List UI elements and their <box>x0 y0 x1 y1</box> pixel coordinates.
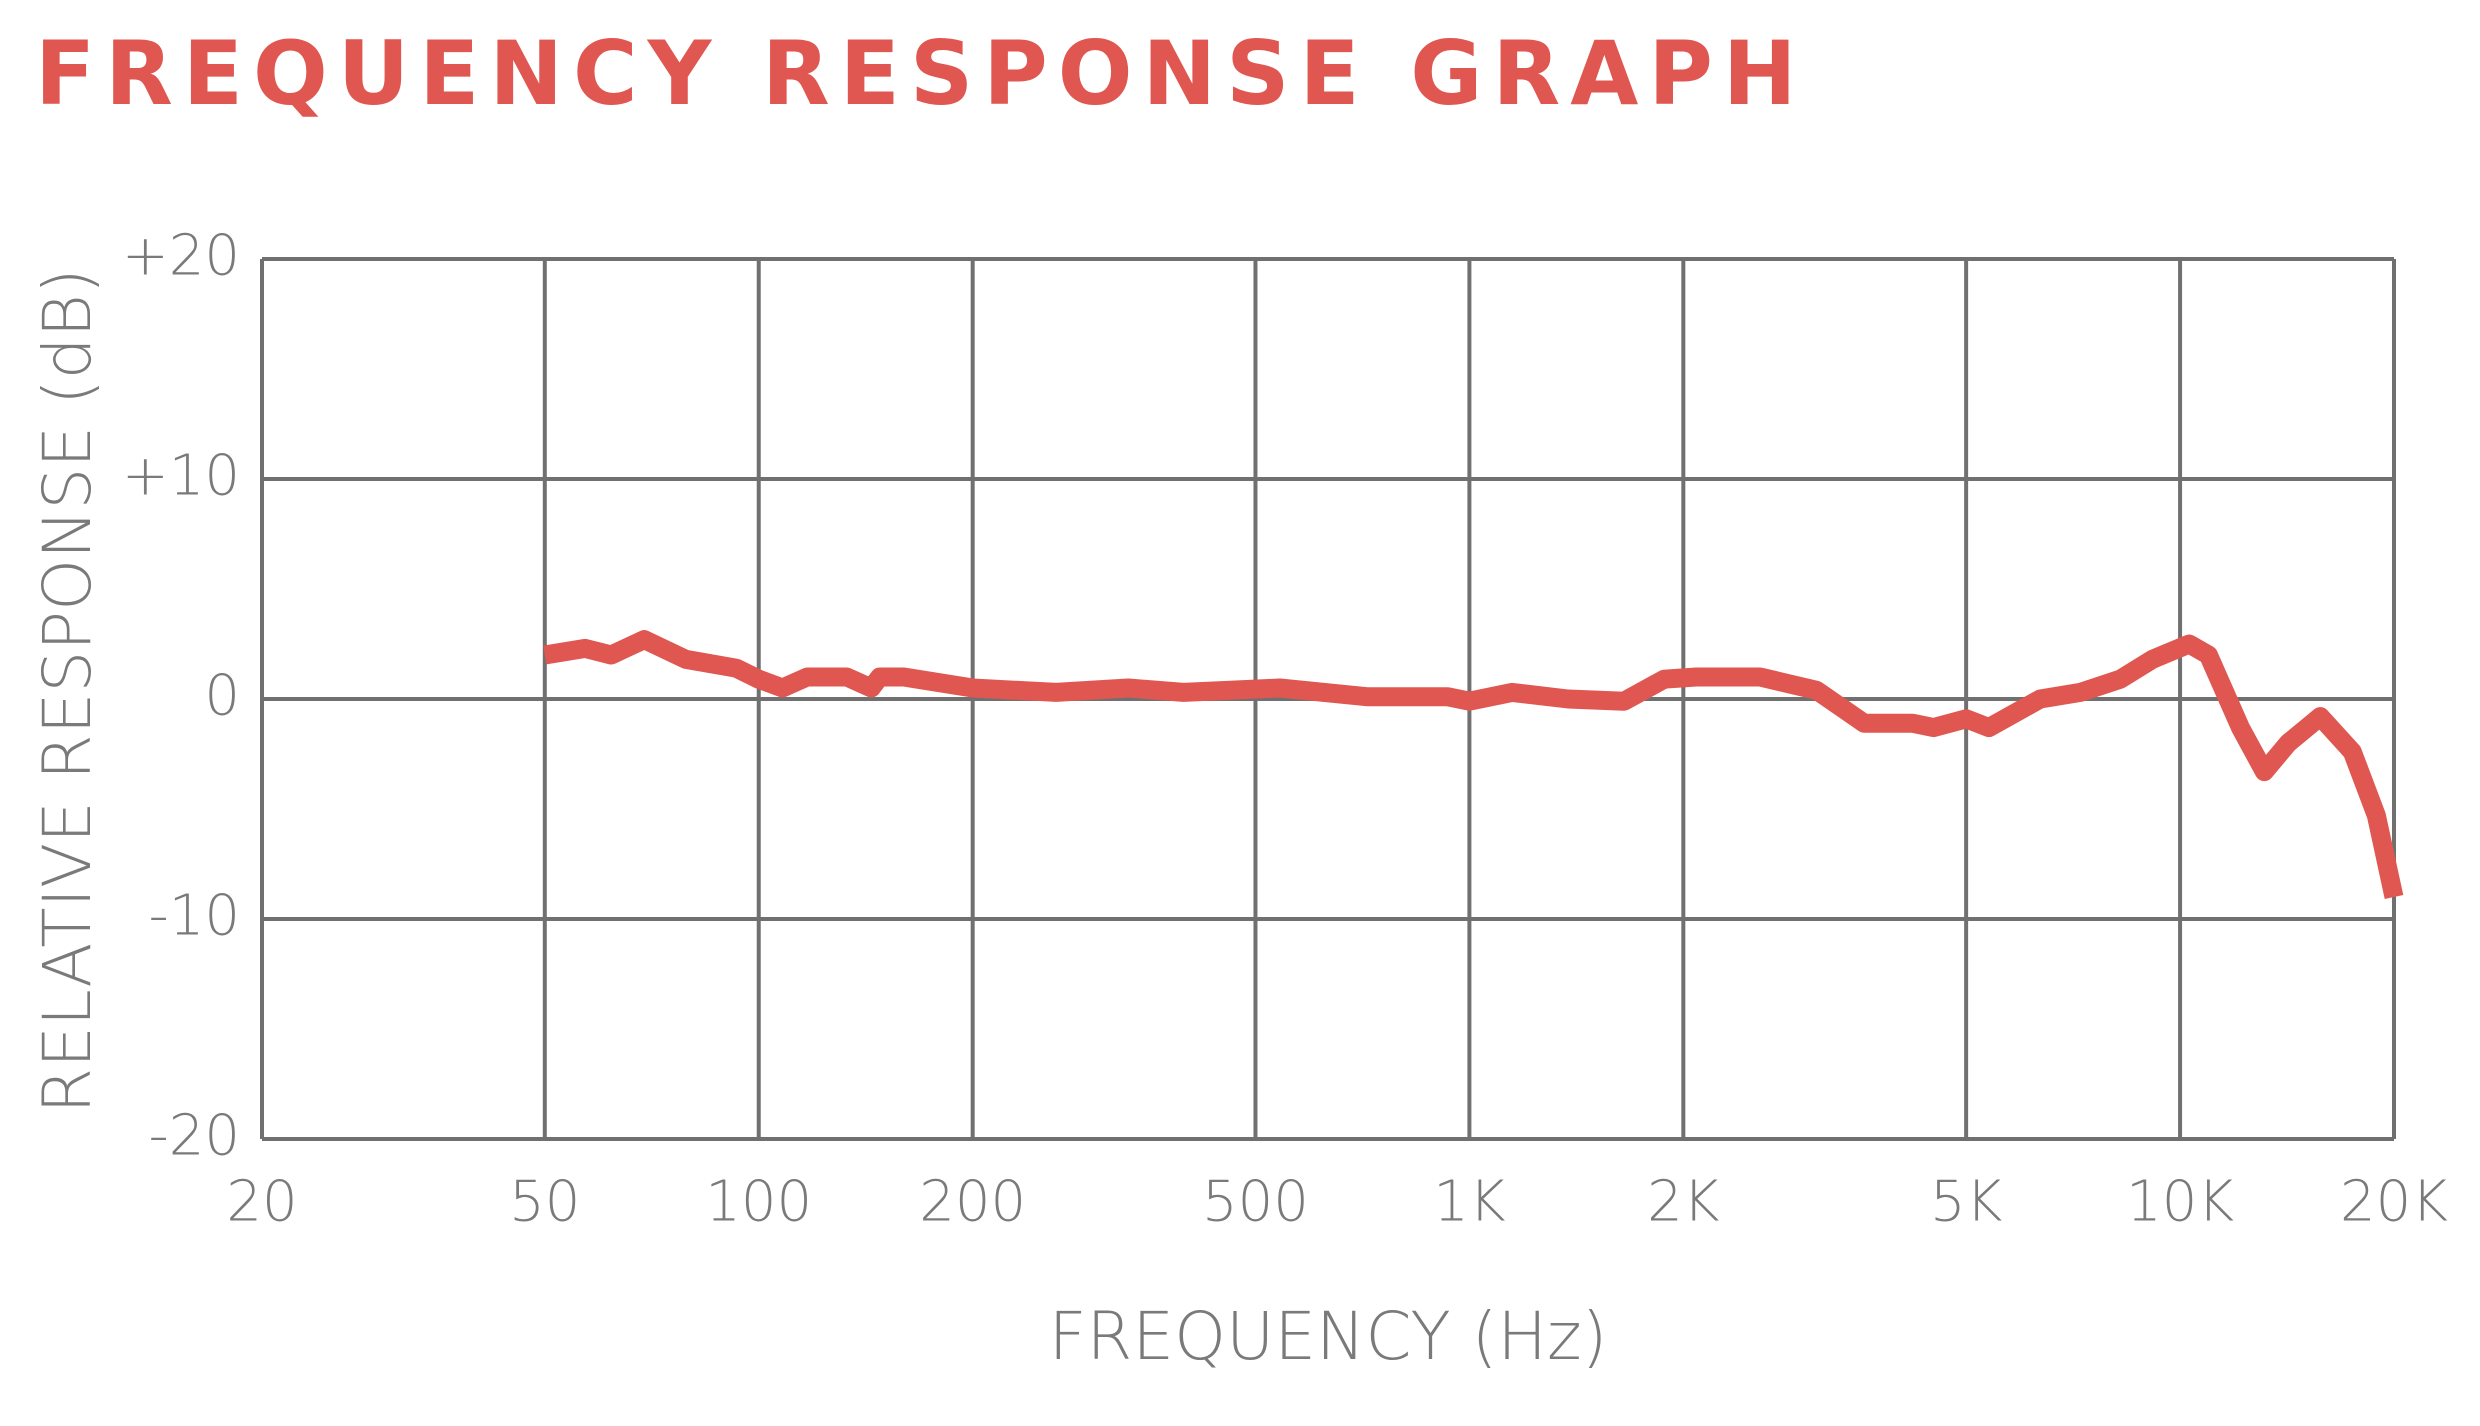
y-axis-label: RELATIVE RESPONSE (dB) <box>29 268 106 1113</box>
x-axis-label: FREQUENCY (Hz) <box>1049 1298 1608 1375</box>
x-tick-label: 100 <box>705 1169 812 1234</box>
x-tick-label: 10K <box>2126 1169 2234 1234</box>
y-tick-label: +10 <box>122 443 240 508</box>
x-tick-label: 50 <box>509 1169 580 1234</box>
y-tick-label: -10 <box>149 883 240 948</box>
y-tick-label: +20 <box>122 223 240 288</box>
y-tick-label: -20 <box>149 1103 240 1168</box>
x-tick-label: 5K <box>1930 1169 2003 1234</box>
x-tick-label: 2K <box>1647 1169 1720 1234</box>
x-tick-label: 20K <box>2340 1169 2448 1234</box>
x-tick-label: 20 <box>226 1169 297 1234</box>
x-tick-label: 200 <box>919 1169 1026 1234</box>
response-line <box>543 630 2404 900</box>
chart-title: FREQUENCY RESPONSE GRAPH <box>35 22 1807 125</box>
y-tick-label: 0 <box>204 663 240 728</box>
x-tick-label: 1K <box>1433 1169 1506 1234</box>
x-tick-label: 500 <box>1202 1169 1309 1234</box>
